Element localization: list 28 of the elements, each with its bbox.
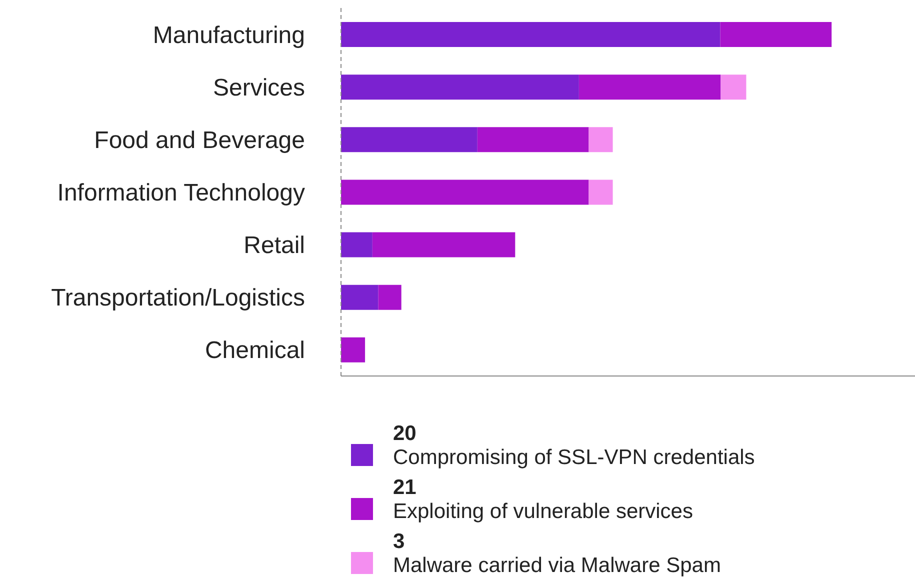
legend-label: Exploiting of vulnerable services bbox=[393, 500, 693, 523]
bar bbox=[341, 284, 378, 310]
y-tick-label: Services bbox=[212, 74, 305, 102]
bar bbox=[477, 127, 589, 152]
bar bbox=[372, 232, 516, 258]
bar bbox=[378, 284, 402, 310]
y-tick-label: Information Technology bbox=[57, 180, 305, 207]
bar bbox=[341, 127, 478, 152]
y-tick-label: Food and Beverage bbox=[94, 126, 305, 154]
bar bbox=[341, 22, 720, 47]
text: 3 bbox=[393, 530, 405, 553]
legend-label: Compromising of SSL-VPN credentials bbox=[393, 446, 755, 469]
legend-label: Malware carried via Malware Spam bbox=[393, 554, 721, 577]
y-tick-label: Manufacturing bbox=[152, 22, 305, 49]
text: 21 bbox=[393, 476, 416, 499]
bar bbox=[720, 22, 832, 47]
bar bbox=[341, 337, 366, 362]
bar bbox=[588, 180, 613, 205]
y-tick-label: Chemical bbox=[204, 337, 305, 364]
bar bbox=[341, 180, 589, 205]
y-tick-label: Transportation/Logistics bbox=[51, 284, 305, 312]
bar bbox=[341, 232, 372, 258]
bar bbox=[720, 74, 746, 100]
y-tick-label: Retail bbox=[244, 232, 305, 260]
text: 20 bbox=[393, 422, 416, 445]
bar bbox=[578, 74, 721, 100]
bar bbox=[341, 74, 579, 100]
bar bbox=[588, 127, 613, 152]
